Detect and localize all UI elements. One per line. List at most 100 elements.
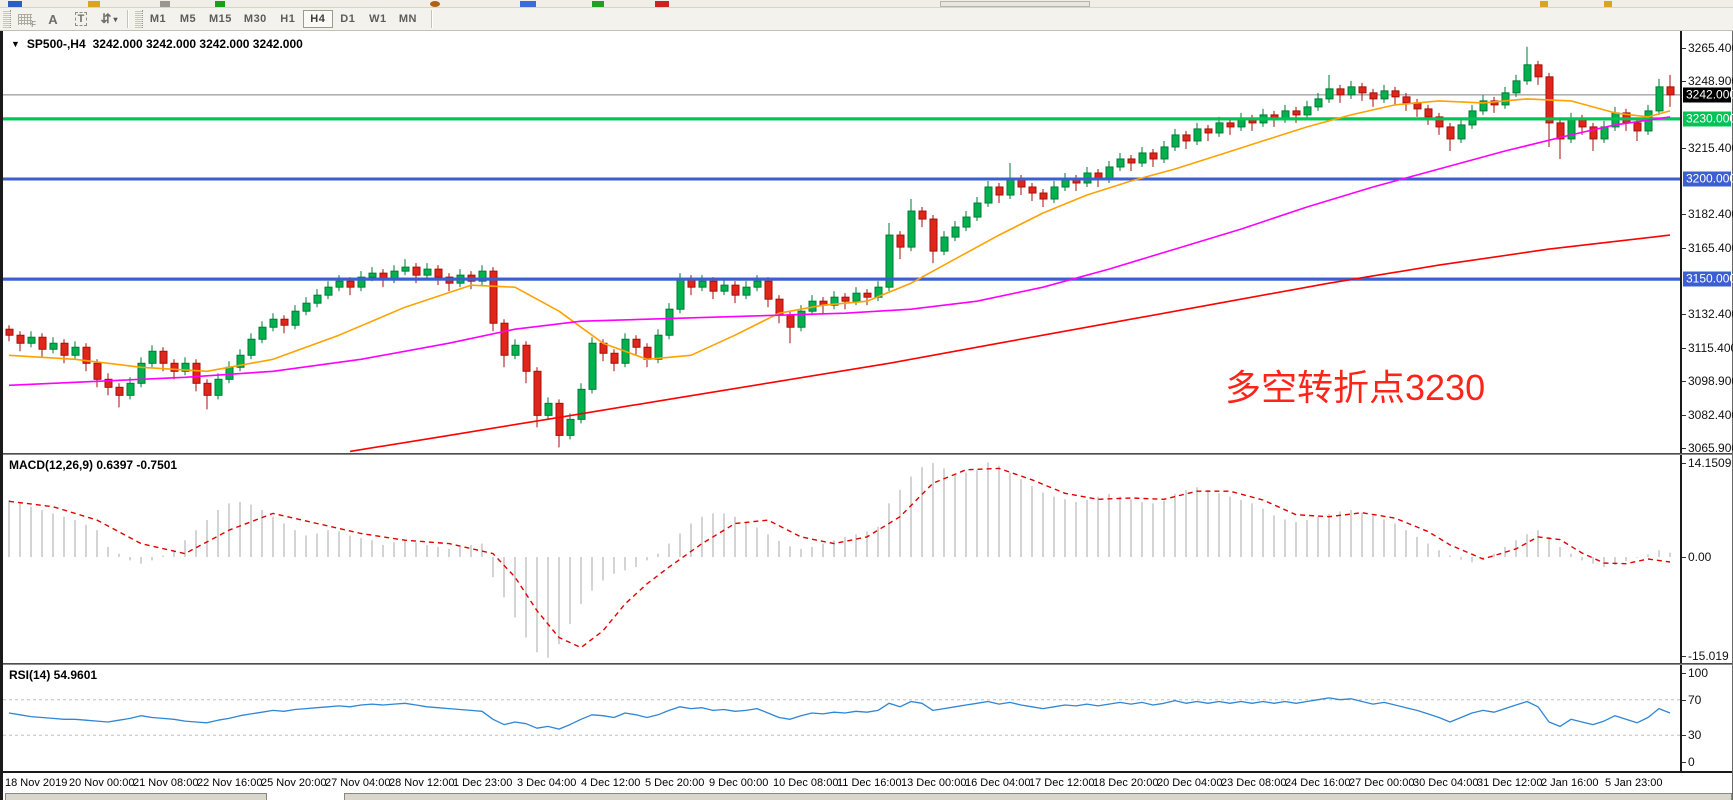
time-tick-label: 5 Jan 23:00: [1605, 777, 1663, 789]
time-axis[interactable]: 18 Nov 2019 20 Nov 00:00 21 Nov 08:00 22 No…: [3, 771, 1732, 792]
price-badge: 3200.000: [1683, 171, 1733, 187]
font-button[interactable]: A: [40, 9, 66, 29]
time-tick-label: 27 Dec 00:00: [1349, 777, 1415, 789]
axis-tick: [1682, 557, 1686, 558]
rsi-tick-label: 30: [1688, 728, 1702, 743]
macd-chart: [8, 462, 1671, 658]
price-tick-label: 3215.400: [1688, 141, 1733, 156]
axis-tick: [1682, 735, 1686, 737]
clipped-icon: [1540, 1, 1548, 7]
clipped-icon: [8, 1, 22, 7]
panel-splitter[interactable]: [3, 663, 1732, 665]
time-tick-label: 27 Nov 04:00: [325, 777, 391, 789]
price-badge: 3150.000: [1683, 271, 1733, 287]
time-tick-label: 13 Dec 00:00: [901, 777, 967, 789]
macd-tick-label: 0.00: [1688, 550, 1712, 564]
window-tab[interactable]: [344, 793, 1732, 800]
time-tick-label: 21 Nov 08:00: [133, 777, 199, 789]
toolbar-separator: [127, 10, 128, 28]
chart-title: ▼ SP500-,H4 3242.000 3242.000 3242.000 3…: [11, 37, 303, 51]
axis-tick: [1682, 381, 1686, 383]
rsi-panel: RSI(14) 54.9601 100 70 30 0: [3, 665, 1732, 771]
toolbar-separator: [430, 10, 432, 28]
chart-annotation-text: 多空转折点3230: [1225, 367, 1486, 408]
axis-tick: [1682, 673, 1686, 674]
timeframe-D1[interactable]: D1: [340, 13, 356, 25]
clipped-icon: [655, 1, 669, 7]
time-tick-label: 3 Dec 04:00: [517, 777, 577, 789]
price-badge: 3242.000: [1683, 87, 1733, 103]
macd-chart-canvas[interactable]: MACD(12,26,9) 0.6397 -0.7501: [3, 455, 1680, 663]
rsi-chart-canvas[interactable]: RSI(14) 54.9601: [3, 665, 1680, 771]
rsi-axis[interactable]: 100 70 30 0: [1680, 665, 1732, 771]
time-tick-label: 11 Dec 16:00: [837, 777, 902, 789]
timeframe-H1[interactable]: H1: [280, 13, 296, 25]
text-label-button[interactable]: T: [68, 9, 94, 29]
price-chart-canvas[interactable]: ▼ SP500-,H4 3242.000 3242.000 3242.000 3…: [3, 31, 1680, 453]
axis-tick: [1682, 348, 1686, 350]
clipped-icon: [215, 1, 225, 7]
snap-grid-button[interactable]: F: [12, 9, 38, 29]
font-icon: A: [48, 11, 58, 27]
axis-tick: [1682, 81, 1686, 83]
macd-tick-label: 14.1509: [1688, 456, 1732, 470]
macd-axis[interactable]: 14.1509 0.00 -15.019: [1680, 455, 1732, 663]
time-tick-label: 9 Dec 00:00: [709, 777, 769, 789]
timeframe-M15[interactable]: M15: [209, 13, 232, 25]
axis-tick: [1682, 248, 1686, 250]
time-tick-label: 1 Dec 23:00: [453, 777, 513, 789]
toolbar-grip[interactable]: [135, 10, 143, 28]
panel-splitter[interactable]: [3, 453, 1732, 455]
time-tick-label: 17 Dec 12:00: [1029, 777, 1095, 789]
price-axis[interactable]: 3265.400 3248.900 3215.400 3182.400 3165.400…: [1680, 31, 1733, 455]
toolbar-grip[interactable]: [3, 10, 11, 28]
price-tick-label: 3165.400: [1688, 241, 1733, 256]
rsi-tick-label: 0: [1688, 755, 1695, 769]
timeframe-group: M1 M5 M15 M30 H1 H4 D1 W1 MN: [143, 8, 423, 31]
time-tick-label: 20 Dec 04:00: [1157, 777, 1223, 789]
macd-tick-label: -15.019: [1688, 649, 1729, 663]
timeframe-H4[interactable]: H4: [302, 10, 333, 28]
macd-panel: MACD(12,26,9) 0.6397 -0.7501 14.1509 0.00…: [3, 455, 1732, 663]
clipped-icon: [1604, 1, 1612, 7]
time-tick-label: 5 Dec 20:00: [645, 777, 705, 789]
price-badge: 3230.000: [1683, 111, 1733, 127]
axis-tick: [1682, 414, 1686, 416]
time-tick-label: 22 Nov 16:00: [197, 777, 263, 789]
price-tick-label: 3182.400: [1688, 207, 1733, 222]
axis-tick: [1682, 656, 1686, 657]
time-tick-label: 28 Nov 12:00: [389, 777, 455, 789]
price-tick-label: 3132.400: [1688, 307, 1733, 322]
timeframe-M1[interactable]: M1: [149, 13, 167, 25]
time-tick-label: 4 Dec 12:00: [581, 777, 641, 789]
timeframe-MN[interactable]: MN: [398, 13, 417, 25]
grid-icon-label: F: [31, 20, 36, 29]
rsi-label: RSI(14) 54.9601: [9, 668, 98, 682]
clipped-icon: [940, 1, 1090, 7]
objects-icon: ⇵: [100, 11, 112, 26]
price-tick-label: 3265.400: [1688, 41, 1733, 55]
timeframe-M30[interactable]: M30: [243, 13, 267, 25]
timeframe-W1[interactable]: W1: [369, 13, 387, 25]
timeframe-M5[interactable]: M5: [179, 13, 197, 25]
candlestick-chart: [3, 46, 1680, 453]
objects-button[interactable]: ⇵ ▾: [96, 9, 122, 29]
text-label-icon: T: [74, 12, 88, 26]
clipped-icon: [592, 1, 604, 7]
axis-tick: [1682, 48, 1686, 49]
time-tick-label: 23 Dec 08:00: [1221, 777, 1287, 789]
clipped-icon: [430, 1, 440, 7]
time-tick-label: 18 Dec 20:00: [1093, 777, 1159, 789]
rsi-tick-label: 70: [1688, 692, 1702, 707]
axis-tick: [1682, 447, 1686, 449]
rsi-tick-label: 100: [1688, 666, 1709, 680]
axis-tick: [1682, 214, 1686, 216]
window-tab[interactable]: [5, 793, 267, 800]
clipped-icon: [520, 1, 536, 7]
symbol-dropdown-icon[interactable]: ▼: [11, 39, 20, 49]
axis-tick: [1682, 699, 1686, 701]
axis-tick: [1682, 148, 1686, 150]
grid-icon: [18, 13, 32, 25]
time-tick-label: 24 Dec 16:00: [1285, 777, 1351, 789]
